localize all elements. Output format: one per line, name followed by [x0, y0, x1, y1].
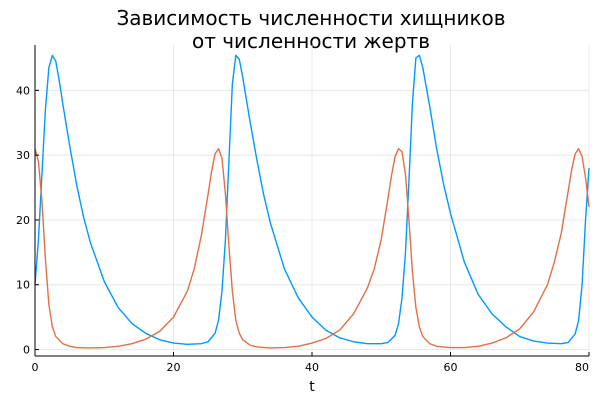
series-line-2	[34, 147, 590, 349]
y-tick-label-2: 20	[16, 214, 30, 227]
chart-title-line-2: от численности жертв	[192, 29, 430, 53]
y-tick-label-4: 40	[16, 84, 30, 97]
x-tick-label-1: 20	[167, 361, 181, 374]
x-tick-label-3: 60	[444, 361, 458, 374]
grid-layer	[34, 45, 590, 356]
y-tick-label-0: 0	[23, 344, 30, 357]
x-tick-label-0: 0	[32, 361, 39, 374]
x-tick-label-2: 40	[305, 361, 319, 374]
x-axis-label: t	[309, 379, 315, 395]
series-line-1	[34, 54, 590, 346]
chart-title-line-1: Зависимость численности хищников	[116, 6, 505, 30]
x-tick-label-4: 80	[575, 361, 589, 374]
series-layer	[34, 54, 590, 349]
axis-layer: 0 20 40 60 80 0 10 20 30 40	[16, 45, 590, 374]
y-tick-label-1: 10	[16, 279, 30, 292]
y-tick-label-3: 30	[16, 149, 30, 162]
